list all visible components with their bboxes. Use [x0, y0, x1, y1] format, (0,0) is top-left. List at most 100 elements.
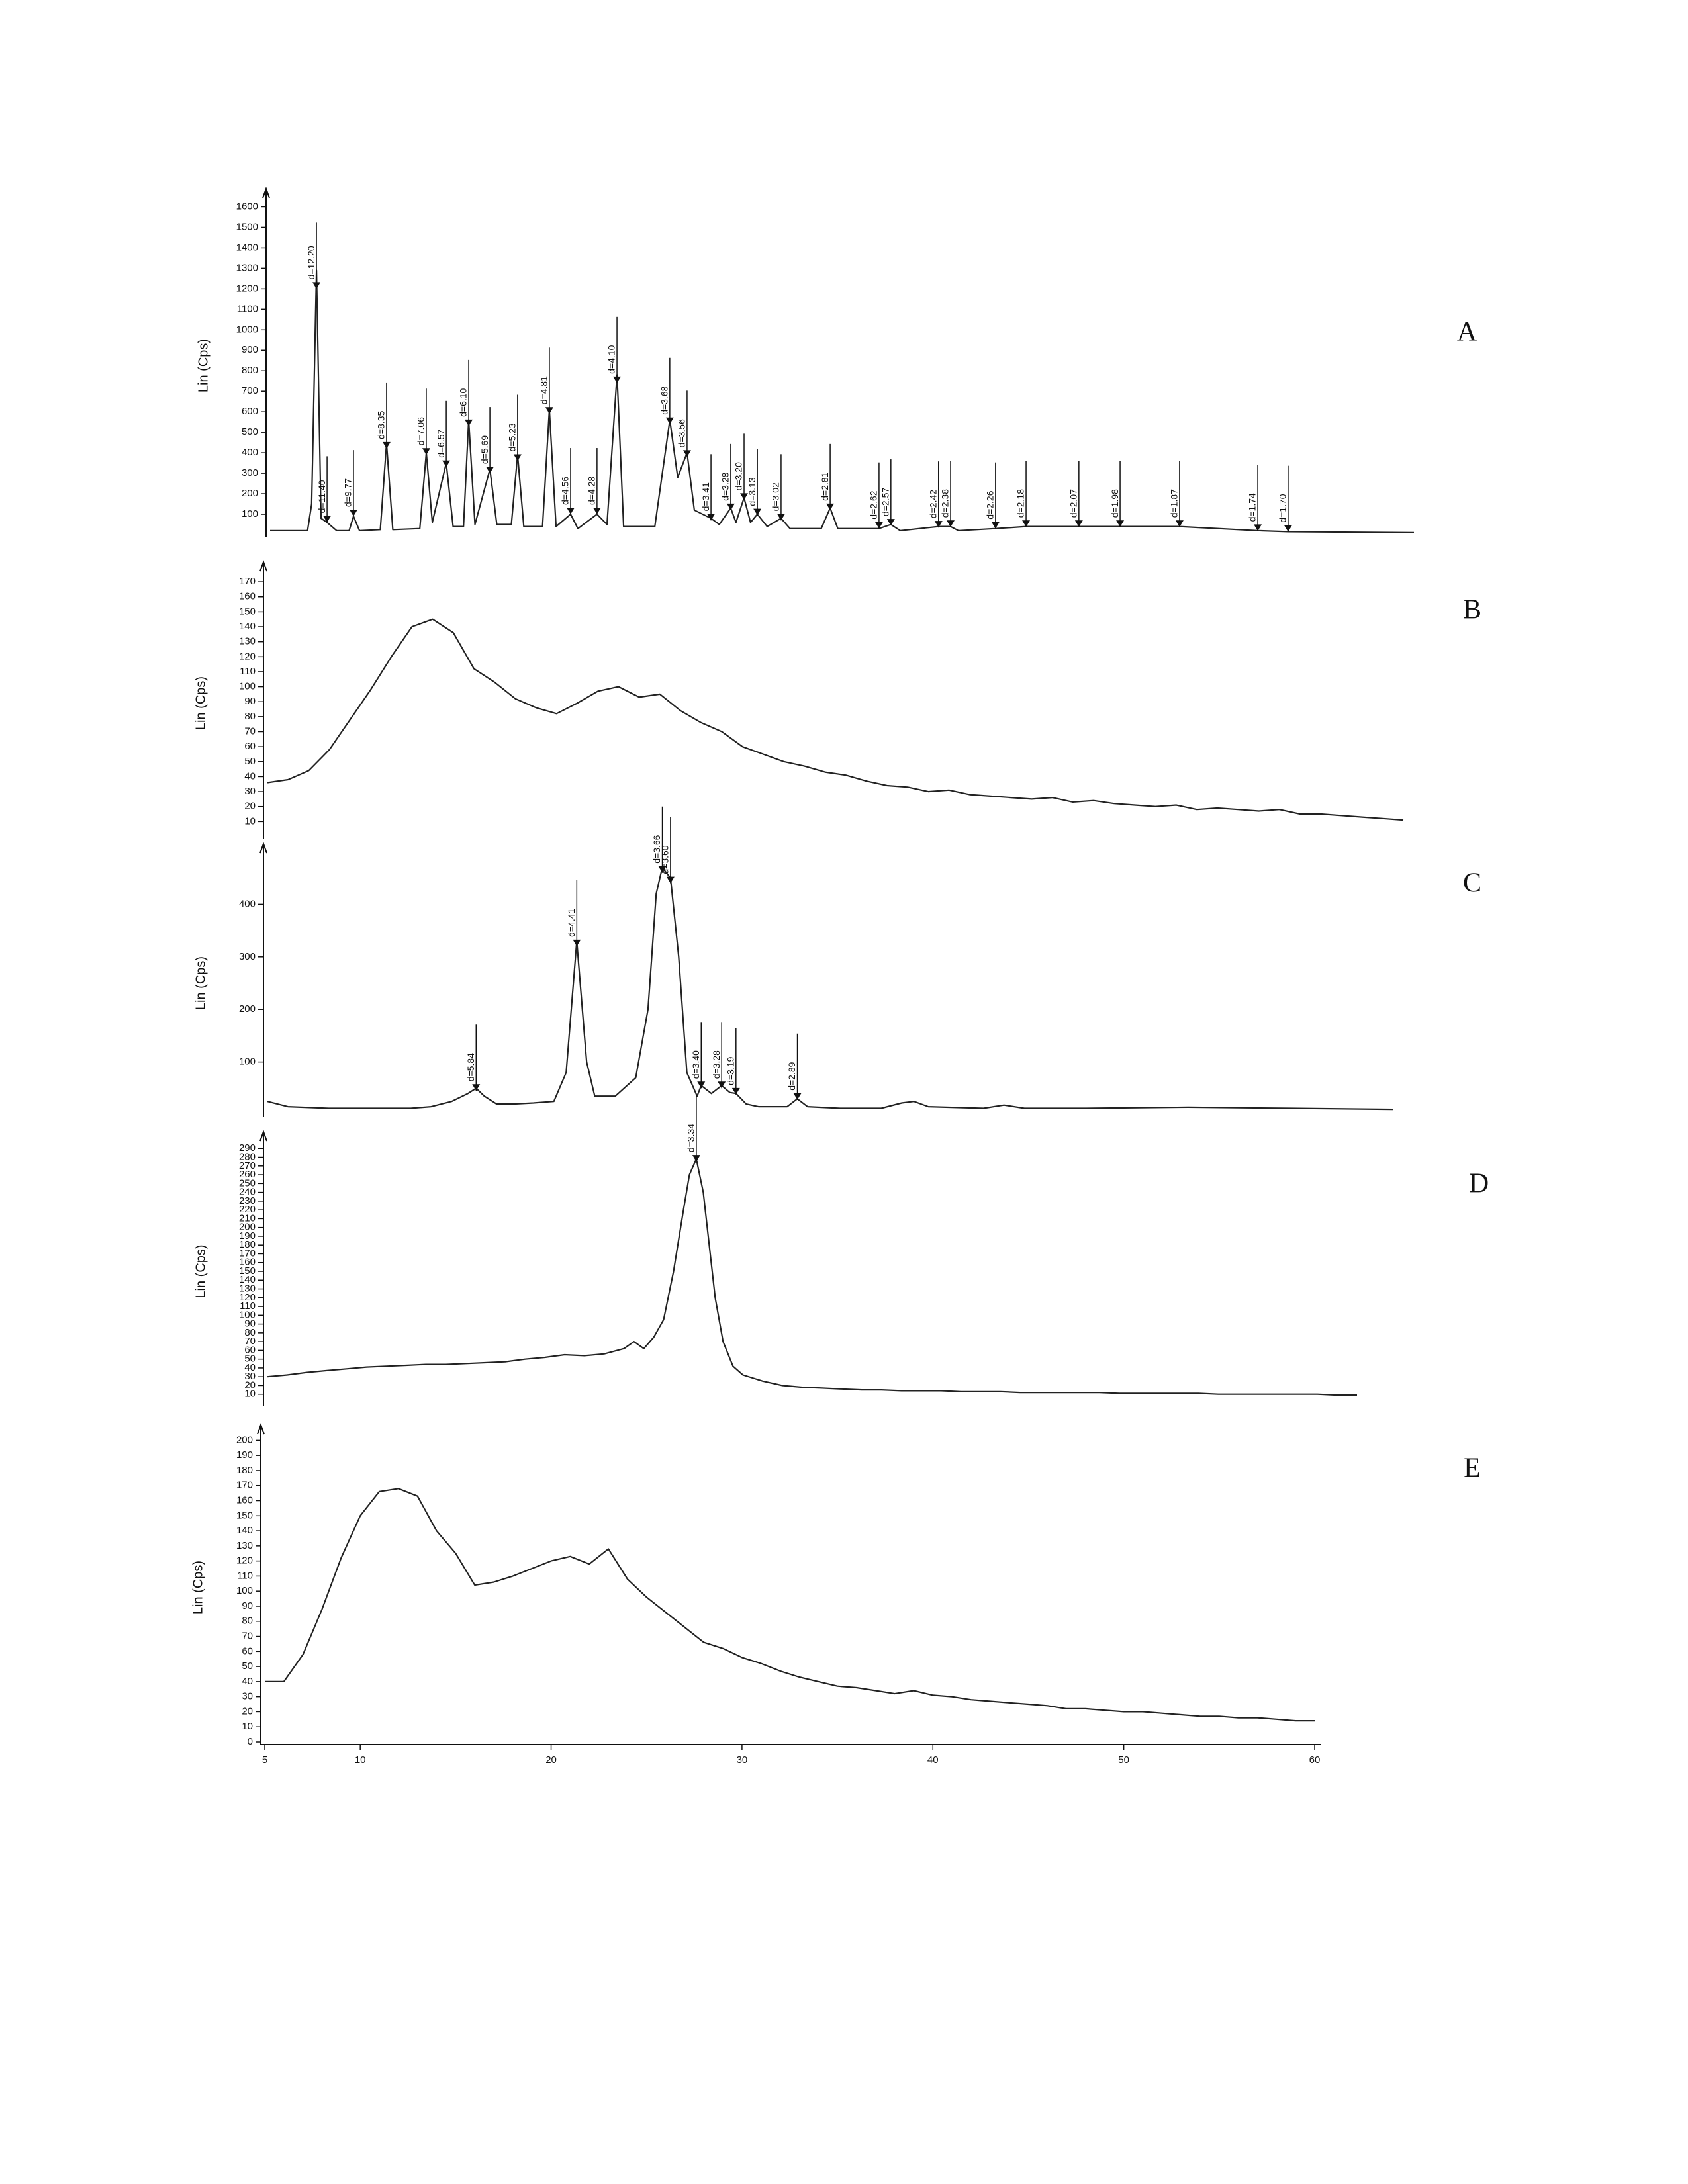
panel-label: A — [1457, 317, 1477, 347]
y-tick-label: 150 — [236, 1510, 253, 1521]
y-tick-label: 100 — [239, 681, 256, 692]
peak-marker — [658, 866, 667, 873]
peak-marker — [682, 450, 691, 457]
y-tick-label: 60 — [242, 1645, 253, 1657]
y-axis-arrow — [259, 560, 267, 572]
y-tick-label: 100 — [236, 1585, 253, 1596]
y-tick-label: 30 — [244, 1371, 256, 1382]
panel-label: C — [1463, 868, 1481, 899]
peak-marker — [1116, 520, 1125, 527]
peak-label: d=9.77 — [343, 478, 353, 507]
y-tick-label: 400 — [239, 898, 256, 909]
y-tick-label: 300 — [239, 951, 256, 962]
x-tick-label: 30 — [737, 1754, 748, 1766]
y-tick-label: 140 — [239, 621, 256, 632]
y-tick-label: 40 — [242, 1676, 253, 1687]
peak-label: d=1.98 — [1109, 489, 1120, 518]
peak-label: d=2.42 — [927, 490, 938, 518]
y-tick-label: 80 — [244, 711, 256, 722]
y-tick-label: 60 — [244, 1344, 256, 1355]
y-tick-label: 180 — [236, 1465, 253, 1476]
y-axis-label: Lin (Cps) — [193, 1244, 208, 1298]
peak-label: d=2.81 — [820, 472, 830, 500]
peak-label: d=3.13 — [747, 477, 757, 506]
peak-label: d=1.70 — [1278, 494, 1288, 522]
panel-label: E — [1464, 1453, 1481, 1484]
peak-label: d=5.69 — [479, 435, 490, 464]
y-tick-label: 50 — [242, 1661, 253, 1672]
peak-marker — [1074, 520, 1083, 527]
y-axis-label: Lin (Cps) — [193, 956, 208, 1010]
x-tick-label: 5 — [262, 1754, 267, 1766]
peak-label: d=3.28 — [720, 472, 731, 500]
y-tick-label: 170 — [239, 576, 256, 587]
panel-label: D — [1469, 1169, 1489, 1199]
x-tick-label: 50 — [1118, 1754, 1129, 1766]
peak-marker — [731, 1087, 740, 1095]
peak-marker — [349, 510, 357, 517]
y-axis-arrow — [259, 1130, 267, 1142]
y-tick-label: 100 — [242, 508, 258, 520]
peak-marker — [991, 522, 1000, 529]
y-tick-label: 90 — [244, 696, 256, 707]
peak-marker — [665, 417, 674, 424]
peak-marker — [707, 514, 716, 521]
data-line — [265, 1488, 1315, 1722]
y-tick-label: 80 — [244, 1327, 256, 1338]
y-tick-label: 0 — [248, 1736, 253, 1747]
peak-marker — [726, 503, 735, 510]
y-axis-label: Lin (Cps) — [191, 1561, 205, 1614]
y-tick-label: 170 — [236, 1480, 253, 1491]
peak-label: d=3.68 — [659, 386, 670, 414]
y-tick-label: 10 — [244, 1388, 256, 1400]
peak-label: d=5.84 — [465, 1053, 476, 1081]
y-tick-label: 50 — [244, 1353, 256, 1365]
peak-marker — [697, 1081, 706, 1089]
y-tick-label: 800 — [242, 365, 258, 376]
peak-marker — [382, 441, 391, 449]
y-axis-label: Lin (Cps) — [193, 676, 208, 730]
data-line — [267, 1158, 1357, 1396]
peak-label: d=3.60 — [660, 845, 671, 874]
y-tick-label: 250 — [239, 1177, 256, 1189]
peak-label: d=4.28 — [586, 477, 597, 505]
peak-label: d=2.18 — [1015, 489, 1026, 518]
peak-marker — [1254, 524, 1262, 531]
peak-label: d=3.56 — [677, 419, 687, 447]
peak-marker — [545, 407, 553, 414]
peak-label: d=2.62 — [868, 490, 879, 519]
y-tick-label: 210 — [239, 1212, 256, 1224]
y-tick-label: 140 — [239, 1274, 256, 1285]
y-tick-label: 40 — [244, 1362, 256, 1373]
y-tick-label: 700 — [242, 385, 258, 396]
x-tick-label: 60 — [1309, 1754, 1321, 1766]
y-tick-label: 200 — [236, 1434, 253, 1445]
peak-marker — [874, 522, 883, 529]
y-tick-label: 70 — [242, 1631, 253, 1642]
y-tick-label: 160 — [239, 1257, 256, 1268]
peak-marker — [692, 1155, 700, 1162]
y-tick-label: 280 — [239, 1152, 256, 1163]
y-tick-label: 150 — [239, 1265, 256, 1277]
peak-marker — [465, 419, 473, 426]
peak-marker — [472, 1084, 481, 1091]
y-tick-label: 190 — [236, 1449, 253, 1461]
peak-label: d=3.66 — [651, 835, 662, 863]
y-tick-label: 190 — [239, 1230, 256, 1242]
y-tick-label: 200 — [239, 1003, 256, 1015]
y-tick-label: 220 — [239, 1204, 256, 1215]
peak-marker — [826, 503, 835, 510]
y-tick-label: 110 — [240, 1300, 256, 1312]
y-tick-label: 130 — [236, 1540, 253, 1551]
y-tick-label: 140 — [236, 1525, 253, 1536]
peak-marker — [573, 939, 581, 946]
y-tick-label: 200 — [242, 488, 258, 499]
peak-label: d=2.26 — [985, 490, 996, 519]
peak-label: d=4.56 — [560, 477, 571, 505]
y-tick-label: 1100 — [237, 303, 258, 314]
y-tick-label: 180 — [239, 1239, 256, 1250]
peak-marker — [666, 876, 675, 884]
y-tick-label: 70 — [244, 725, 256, 737]
peak-marker — [740, 493, 749, 500]
